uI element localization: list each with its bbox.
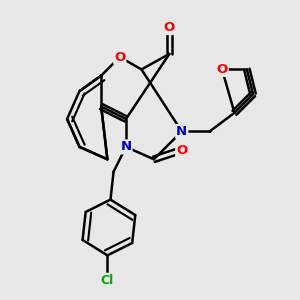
Text: O: O (216, 63, 228, 76)
Text: O: O (114, 50, 125, 64)
Text: O: O (164, 21, 175, 34)
Text: N: N (176, 125, 187, 138)
Text: N: N (120, 140, 131, 153)
Text: Cl: Cl (101, 274, 114, 287)
Text: O: O (176, 143, 188, 157)
